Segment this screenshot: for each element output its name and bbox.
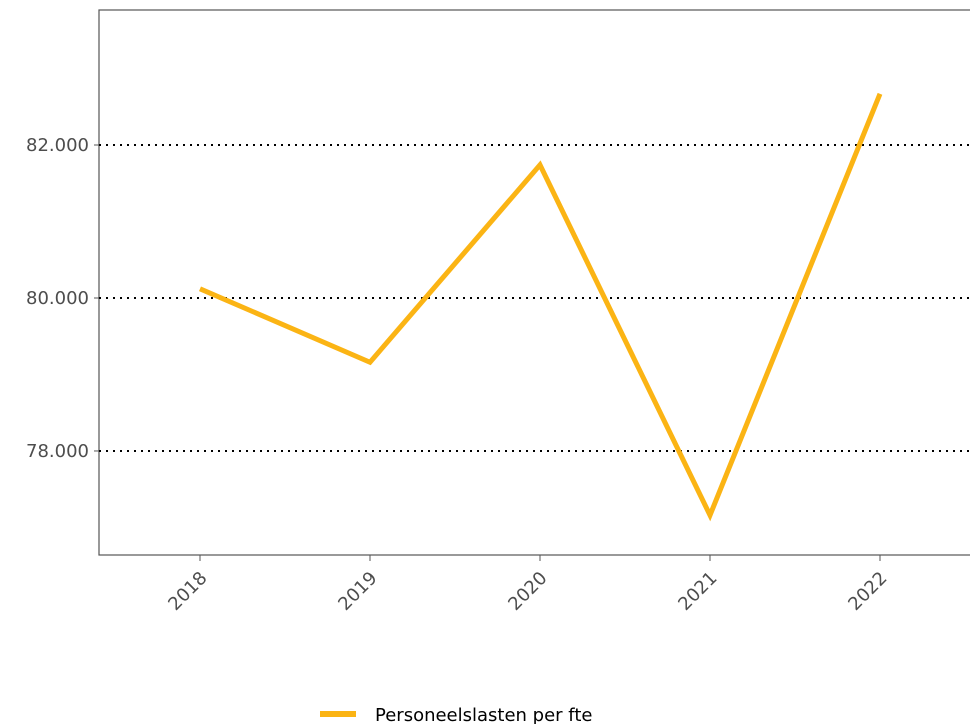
x-tick-label: 2018: [164, 568, 211, 615]
x-tick-label: 2021: [674, 568, 721, 615]
x-tick-label: 2022: [844, 568, 891, 615]
y-tick-label: 82.000: [26, 135, 89, 156]
data-line: [199, 92, 883, 522]
x-tick-label: 2019: [334, 568, 381, 615]
y-tick-label: 80.000: [26, 288, 89, 309]
legend-label: Personeelslasten per fte: [375, 705, 592, 724]
y-tick-label: 78.000: [26, 441, 89, 462]
x-tick-label: 2020: [504, 568, 551, 615]
plot-frame: [98, 9, 970, 556]
